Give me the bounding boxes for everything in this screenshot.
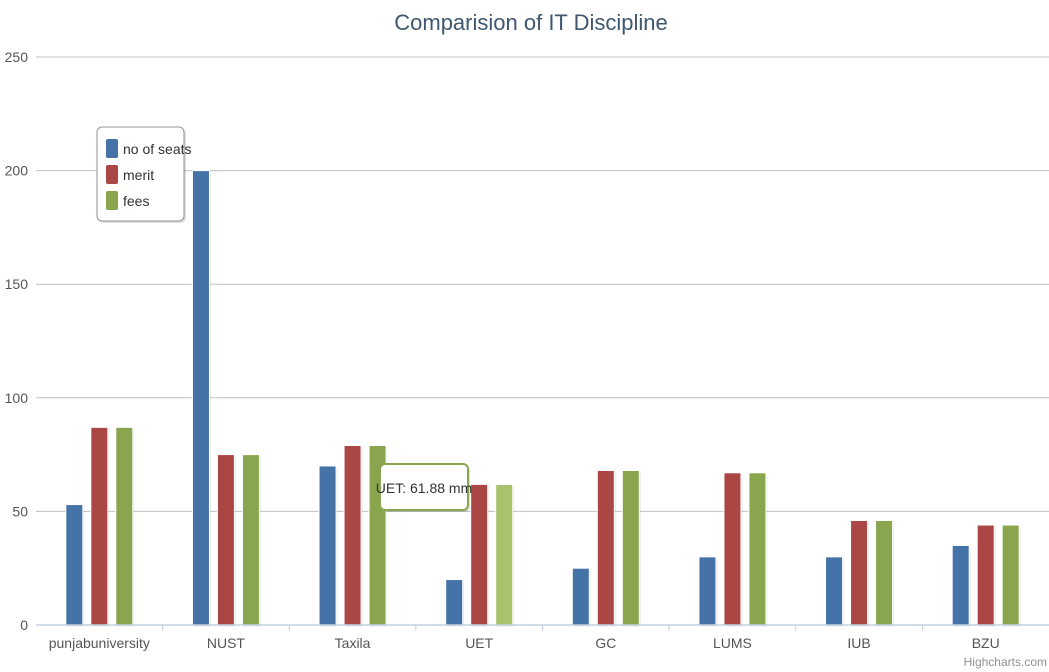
x-tick-label: GC xyxy=(595,635,616,651)
y-tick-label: 50 xyxy=(12,503,28,519)
y-tick-label: 200 xyxy=(5,163,29,179)
bar-fees-punjabuniversity[interactable] xyxy=(115,426,134,626)
y-tick-label: 100 xyxy=(5,390,29,406)
bar-no-of-seats-uet[interactable] xyxy=(445,579,464,626)
x-tick-label: NUST xyxy=(207,635,246,651)
y-axis-labels: 0 50 100 150 200 250 xyxy=(5,49,29,633)
bar-merit-taxila[interactable] xyxy=(343,445,362,626)
legend-item-fees[interactable]: fees xyxy=(106,191,149,210)
tooltip-text: UET: 61.88 mm xyxy=(376,480,472,496)
bar-merit-nust[interactable] xyxy=(216,454,235,626)
bar-fees-bzu[interactable] xyxy=(1001,524,1020,626)
bar-no-of-seats-taxila[interactable] xyxy=(318,465,337,626)
legend-swatch xyxy=(106,139,118,158)
bar-merit-bzu[interactable] xyxy=(976,524,995,626)
bar-fees-uet[interactable] xyxy=(495,483,514,626)
bar-no-of-seats-nust[interactable] xyxy=(191,170,210,626)
tooltip: UET: 61.88 mm xyxy=(376,463,472,512)
legend-box xyxy=(96,126,185,222)
bar-no-of-seats-bzu[interactable] xyxy=(951,544,970,626)
legend-swatch xyxy=(106,165,118,184)
legend-label: merit xyxy=(123,167,154,183)
tooltip-box xyxy=(379,463,469,511)
chart-title: Comparision of IT Discipline xyxy=(394,10,667,35)
bar-no-of-seats-gc[interactable] xyxy=(571,567,590,626)
bar-merit-punjabuniversity[interactable] xyxy=(90,426,109,626)
bar-no-of-seats-lums[interactable] xyxy=(698,556,717,626)
x-tick-label: IUB xyxy=(847,635,870,651)
bar-merit-gc[interactable] xyxy=(596,470,615,626)
credits-text[interactable]: Highcharts.com xyxy=(964,655,1047,669)
y-tick-label: 250 xyxy=(5,49,29,65)
bar-no-of-seats-iub[interactable] xyxy=(825,556,844,626)
legend: no of seats merit fees xyxy=(96,126,192,223)
bar-fees-gc[interactable] xyxy=(621,470,640,626)
bar-no-of-seats-punjabuniversity[interactable] xyxy=(65,504,84,626)
bar-fees-lums[interactable] xyxy=(748,472,767,626)
legend-label: fees xyxy=(123,193,149,209)
x-axis: punjabuniversity NUST Taxila UET GC LUMS IUB BZ… xyxy=(36,624,1049,651)
bar-merit-lums[interactable] xyxy=(723,472,742,626)
x-tick-label: LUMS xyxy=(713,635,752,651)
x-tick-label: punjabuniversity xyxy=(49,635,150,651)
bars xyxy=(65,170,1021,627)
legend-item-no-of-seats[interactable]: no of seats xyxy=(106,139,192,158)
legend-swatch xyxy=(106,191,118,210)
bar-fees-nust[interactable] xyxy=(241,454,260,626)
bar-merit-iub[interactable] xyxy=(850,519,869,626)
grid-lines xyxy=(36,56,1049,512)
x-tick-label: Taxila xyxy=(335,635,371,651)
bar-merit-uet[interactable] xyxy=(470,483,489,626)
x-tick-label: UET xyxy=(465,635,493,651)
legend-item-merit[interactable]: merit xyxy=(106,165,154,184)
y-tick-label: 150 xyxy=(5,276,29,292)
y-tick-label: 0 xyxy=(20,617,28,633)
x-tick-label: BZU xyxy=(972,635,1000,651)
legend-label: no of seats xyxy=(123,141,192,157)
bar-fees-iub[interactable] xyxy=(875,519,894,626)
